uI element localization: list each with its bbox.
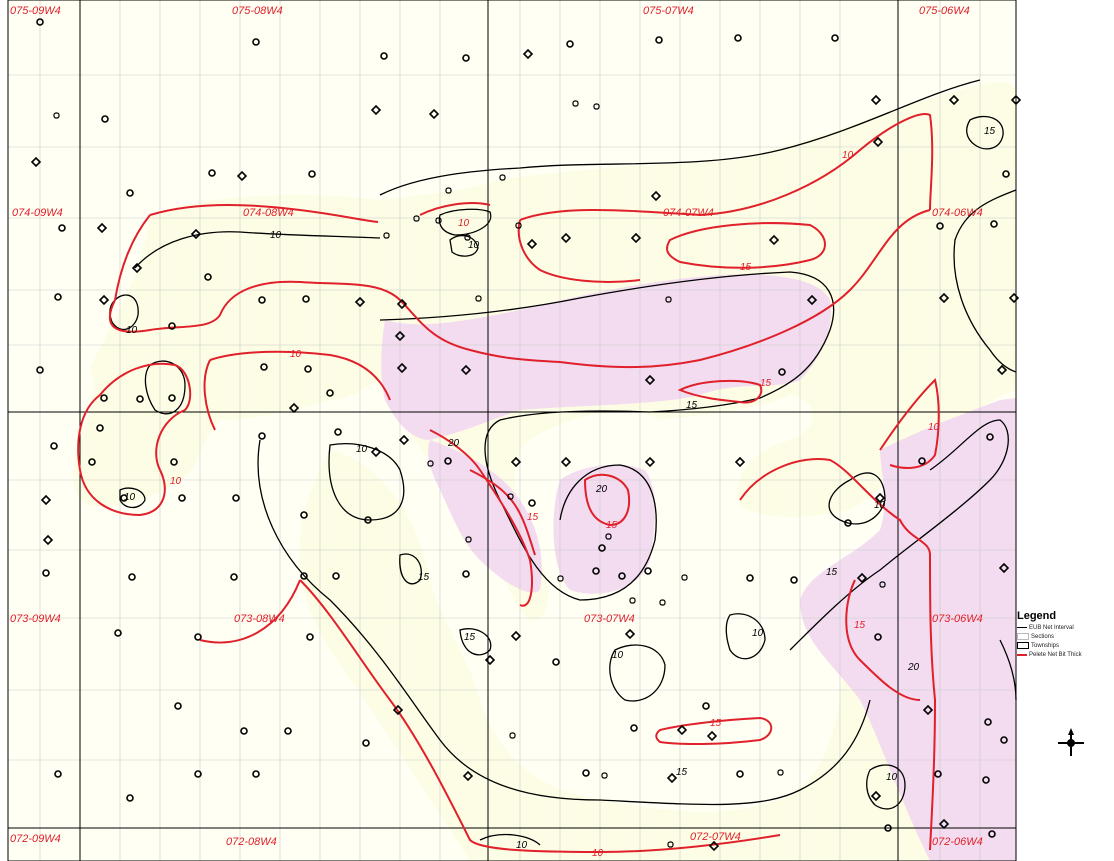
contour-label-black: 10 <box>468 240 480 251</box>
well-symbols <box>30 18 1022 852</box>
contour-label-black: 20 <box>907 662 920 673</box>
legend-item-label: EUB Net Interval <box>1029 624 1074 631</box>
township-label: 074-06W4 <box>932 207 983 219</box>
contour-label-black: 10 <box>612 650 624 661</box>
contour-label-black: 20 <box>447 438 460 449</box>
township-label: 073-08W4 <box>234 613 285 625</box>
township-label: 075-09W4 <box>10 5 61 17</box>
contour-label-black: 10 <box>126 325 138 336</box>
contour-label-black: 10 <box>356 444 368 455</box>
black-line-swatch-icon <box>1017 627 1027 628</box>
contour-label-red: 15 <box>606 520 618 531</box>
township-label: 073-07W4 <box>584 613 635 625</box>
contour-label-red: 15 <box>760 378 772 389</box>
contour-label-red: 10 <box>842 150 854 161</box>
contour-label-black: 10 <box>886 772 898 783</box>
township-label: 075-06W4 <box>919 5 970 17</box>
township-label: 073-06W4 <box>932 613 983 625</box>
legend-item-townships: Townships <box>1017 641 1113 650</box>
contour-label-black: 10 <box>874 500 886 511</box>
township-label: 073-09W4 <box>10 613 61 625</box>
well-star-symbols <box>36 18 1010 838</box>
township-label: 072-08W4 <box>226 836 277 848</box>
eub-contours <box>109 79 1017 846</box>
legend-item-label: Pelete Net Bit Thick <box>1029 651 1082 658</box>
legend-item-pelete: Pelete Net Bit Thick <box>1017 650 1113 659</box>
contour-label-red: 10 <box>592 848 604 859</box>
contour-label-red: 10 <box>170 476 182 487</box>
red-line-swatch-icon <box>1017 653 1027 656</box>
contour-label-black: 10 <box>752 628 764 639</box>
pelete-contours <box>77 113 940 854</box>
contour-label-black: 10 <box>124 492 136 503</box>
contour-label-red: 10 <box>458 218 470 229</box>
township-label: 074-09W4 <box>12 207 63 219</box>
contour-value-labels: 10 10 10 10 10 10 15 15 15 10 10 20 10 1… <box>124 126 996 859</box>
township-label: 074-08W4 <box>243 207 294 219</box>
township-labels: 075-09W4 075-08W4 075-07W4 075-06W4 074-… <box>10 5 983 848</box>
contour-label-red: 10 <box>928 422 940 433</box>
township-label: 075-08W4 <box>232 5 283 17</box>
contour-label-black: 15 <box>984 126 996 137</box>
township-label: 072-09W4 <box>10 833 61 845</box>
contour-label-red: 15 <box>854 620 866 631</box>
contour-label-black: 15 <box>418 572 430 583</box>
township-grid <box>7 0 1017 861</box>
map-legend: Legend EUB Net Interval Sections Townshi… <box>1017 610 1113 659</box>
contour-label-red: 15 <box>710 718 722 729</box>
compass-rose-icon <box>1058 728 1084 756</box>
contour-label-black: 15 <box>686 400 698 411</box>
contour-label-black: 10 <box>270 230 282 241</box>
contour-label-red: 15 <box>740 262 752 273</box>
township-label: 072-06W4 <box>932 836 983 848</box>
township-label: 072-07W4 <box>690 831 741 843</box>
well-circle-symbols <box>53 100 886 848</box>
contour-label-black: 15 <box>826 567 838 578</box>
legend-title: Legend <box>1017 610 1057 622</box>
legend-item-label: Sections <box>1031 633 1055 640</box>
section-grid <box>8 0 1016 861</box>
contour-label-black: 15 <box>464 632 476 643</box>
black-box-swatch-icon <box>1017 642 1029 649</box>
legend-item-eub: EUB Net Interval <box>1017 623 1113 632</box>
contour-label-red: 10 <box>290 349 302 360</box>
contour-label-red: 15 <box>527 512 539 523</box>
contour-label-black: 10 <box>516 840 528 851</box>
grey-box-swatch-icon <box>1017 633 1029 640</box>
township-label: 075-07W4 <box>643 5 694 17</box>
well-diamond-symbols <box>30 48 1022 852</box>
high-thickness-fill <box>381 274 1016 861</box>
legend-item-sections: Sections <box>1017 632 1113 641</box>
contour-label-black: 20 <box>595 484 608 495</box>
legend-item-label: Townships <box>1031 642 1060 649</box>
township-label: 074-07W4 <box>663 207 714 219</box>
contour-label-black: 15 <box>676 767 688 778</box>
